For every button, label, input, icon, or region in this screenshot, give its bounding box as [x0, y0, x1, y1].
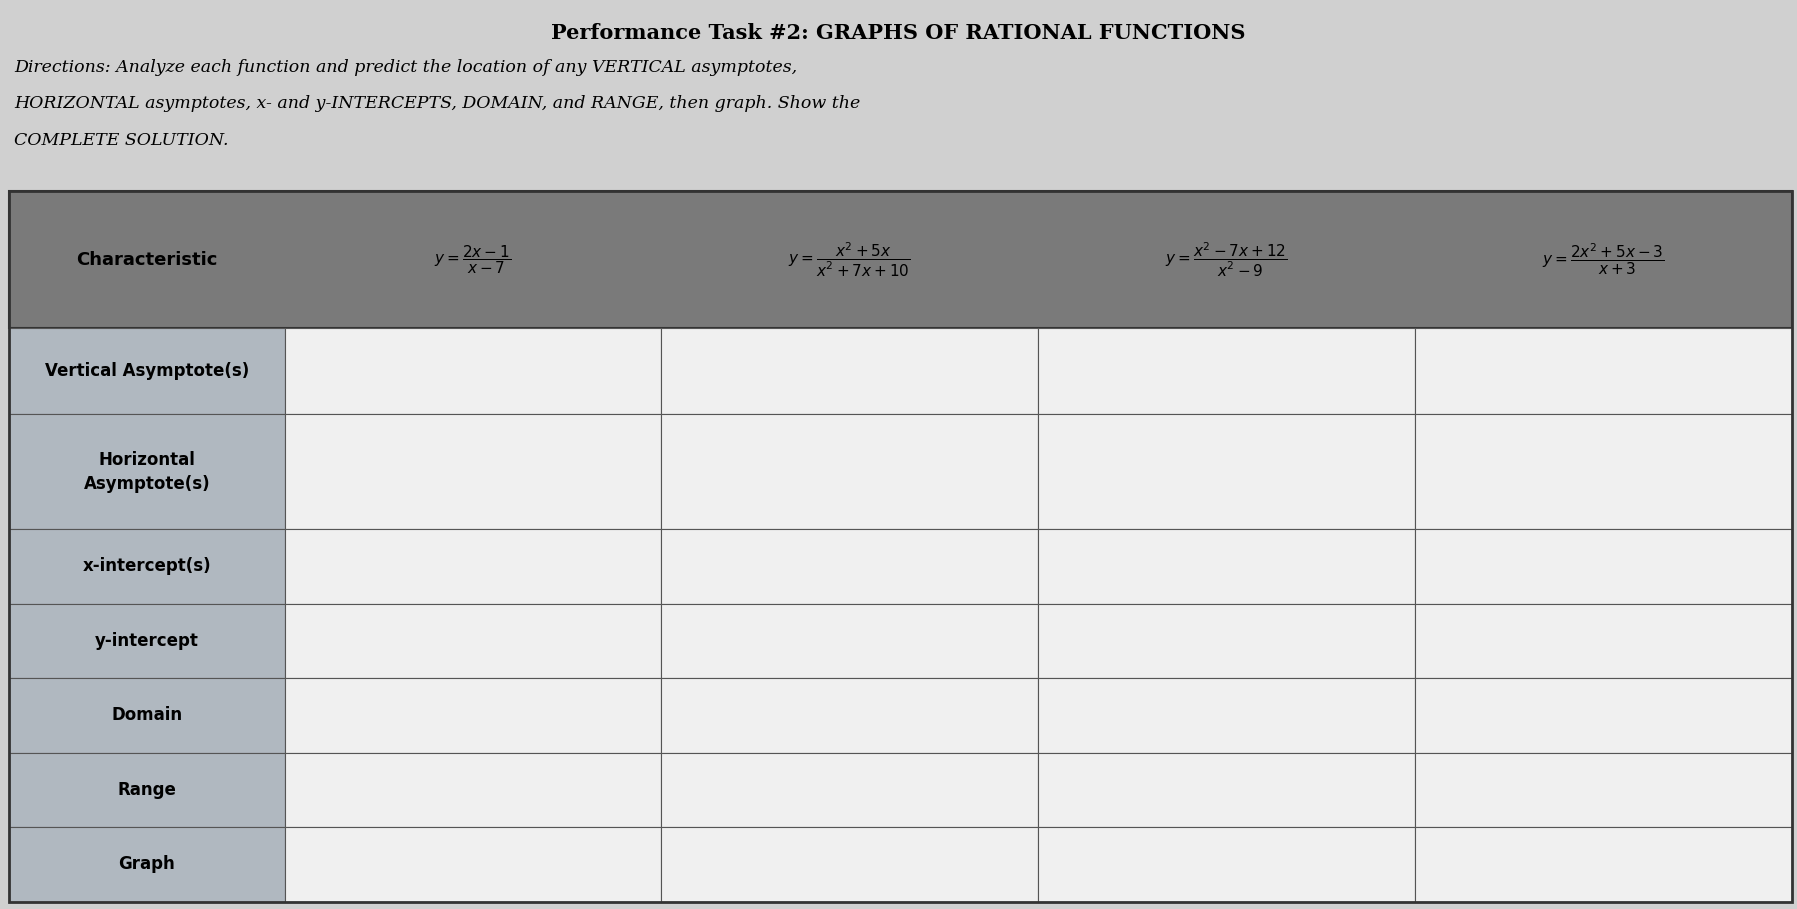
- Text: $y = \dfrac{2x^2+5x-3}{x+3}$: $y = \dfrac{2x^2+5x-3}{x+3}$: [1542, 242, 1664, 277]
- Text: Vertical Asymptote(s): Vertical Asymptote(s): [45, 363, 250, 381]
- Text: Graph: Graph: [119, 855, 176, 874]
- Text: Performance Task #2: GRAPHS OF RATIONAL FUNCTIONS: Performance Task #2: GRAPHS OF RATIONAL …: [552, 23, 1245, 43]
- Text: Range: Range: [117, 781, 176, 799]
- Text: y-intercept: y-intercept: [95, 632, 199, 650]
- Text: HORIZONTAL asymptotes, x- and y-INTERCEPTS, DOMAIN, and RANGE, then graph. Show : HORIZONTAL asymptotes, x- and y-INTERCEP…: [14, 95, 861, 113]
- Text: Characteristic: Characteristic: [75, 251, 217, 269]
- Text: Directions: Analyze each function and predict the location of any VERTICAL asymp: Directions: Analyze each function and pr…: [14, 59, 798, 76]
- Text: $y = \dfrac{2x-1}{x-7}$: $y = \dfrac{2x-1}{x-7}$: [435, 244, 512, 276]
- Text: $y = \dfrac{x^2-7x+12}{x^2-9}$: $y = \dfrac{x^2-7x+12}{x^2-9}$: [1164, 241, 1288, 279]
- Text: COMPLETE SOLUTION.: COMPLETE SOLUTION.: [14, 132, 228, 149]
- Text: Domain: Domain: [111, 706, 183, 724]
- Text: x-intercept(s): x-intercept(s): [83, 557, 212, 575]
- Text: Horizontal
Asymptote(s): Horizontal Asymptote(s): [83, 451, 210, 493]
- Text: $y = \dfrac{x^2+5x}{x^2+7x+10}$: $y = \dfrac{x^2+5x}{x^2+7x+10}$: [789, 241, 911, 279]
